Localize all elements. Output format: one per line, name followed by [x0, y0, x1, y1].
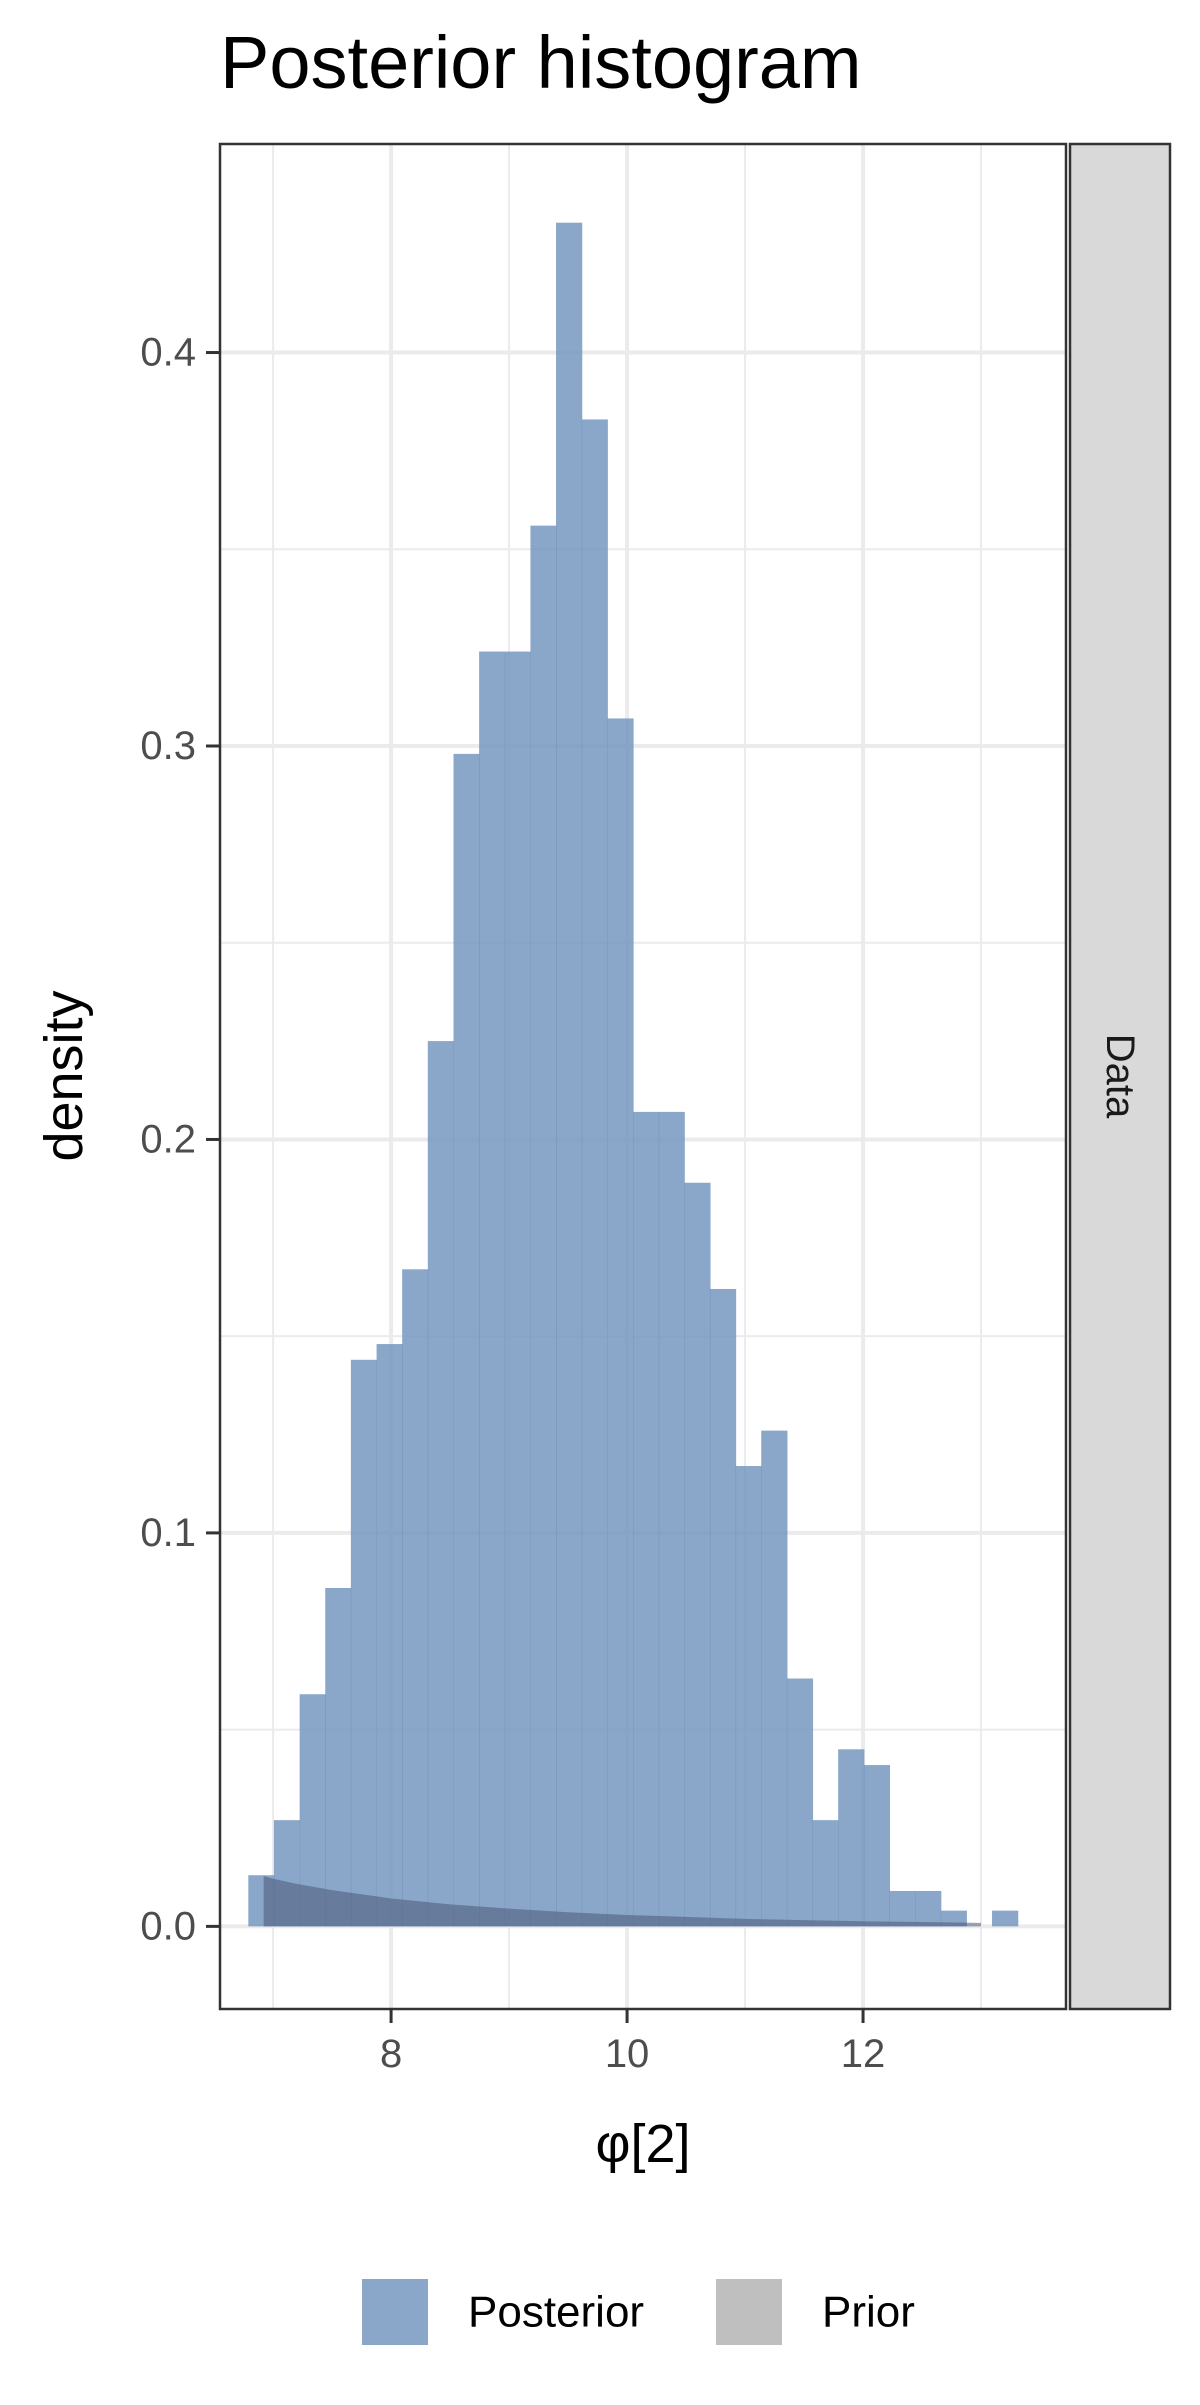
y-tick-label: 0.1 [140, 1511, 196, 1555]
histogram-bar [350, 1359, 378, 1927]
legend: Posterior Prior [362, 2279, 915, 2345]
prior-layer [263, 1876, 982, 1927]
histogram-bar [889, 1890, 916, 1927]
histogram-bar [453, 753, 480, 1927]
histogram-bar [812, 1820, 839, 1927]
histogram-bar [427, 1041, 455, 1927]
x-axis: 8 10 12 [380, 2009, 885, 2076]
y-tick-label: 0.4 [140, 331, 196, 375]
histogram-bar [632, 1111, 660, 1927]
histogram-bar [530, 525, 557, 1927]
legend-key-prior [716, 2279, 782, 2345]
y-axis: 0.0 0.1 0.2 0.3 0.4 [140, 331, 220, 1948]
prior-density-area [263, 1876, 982, 1927]
histogram-bar [709, 1288, 737, 1927]
y-tick-label: 0.2 [140, 1117, 196, 1161]
histogram-bar [325, 1587, 352, 1927]
facet-strip-label: Data [1098, 1034, 1142, 1119]
histogram-bar [556, 222, 583, 1927]
histogram-bar [376, 1344, 403, 1927]
histogram-bar [786, 1678, 814, 1927]
legend-label-prior: Prior [822, 2288, 915, 2337]
histogram-bar [581, 419, 608, 1927]
histogram-bar [479, 651, 506, 1927]
y-axis-title: density [34, 990, 94, 1161]
legend-label-posterior: Posterior [468, 2288, 644, 2337]
plot-panel-border [218, 142, 1068, 2011]
x-tick-label: 8 [380, 2032, 402, 2076]
facet-strip [1068, 142, 1172, 2011]
histogram-bar [607, 718, 634, 1927]
chart-title: Posterior histogram [220, 21, 862, 104]
histogram-bar [504, 651, 531, 1927]
histogram-bar [915, 1890, 942, 1927]
histogram-bar [402, 1269, 429, 1927]
histogram-bar [684, 1182, 711, 1927]
x-tick-label: 12 [841, 2032, 886, 2076]
histogram-bar [761, 1430, 788, 1927]
histogram-bar [658, 1111, 685, 1927]
histogram-bar [992, 1910, 1019, 1927]
legend-key-posterior [362, 2279, 428, 2345]
histogram-bar [838, 1749, 865, 1927]
x-tick-label: 10 [605, 2032, 650, 2076]
x-axis-title: φ[2] [595, 2114, 690, 2174]
y-tick-label: 0.0 [140, 1904, 196, 1948]
y-tick-label: 0.3 [140, 724, 196, 768]
histogram-bar [863, 1765, 891, 1927]
histogram-bar [735, 1466, 762, 1927]
histogram-bars [248, 222, 1019, 1927]
